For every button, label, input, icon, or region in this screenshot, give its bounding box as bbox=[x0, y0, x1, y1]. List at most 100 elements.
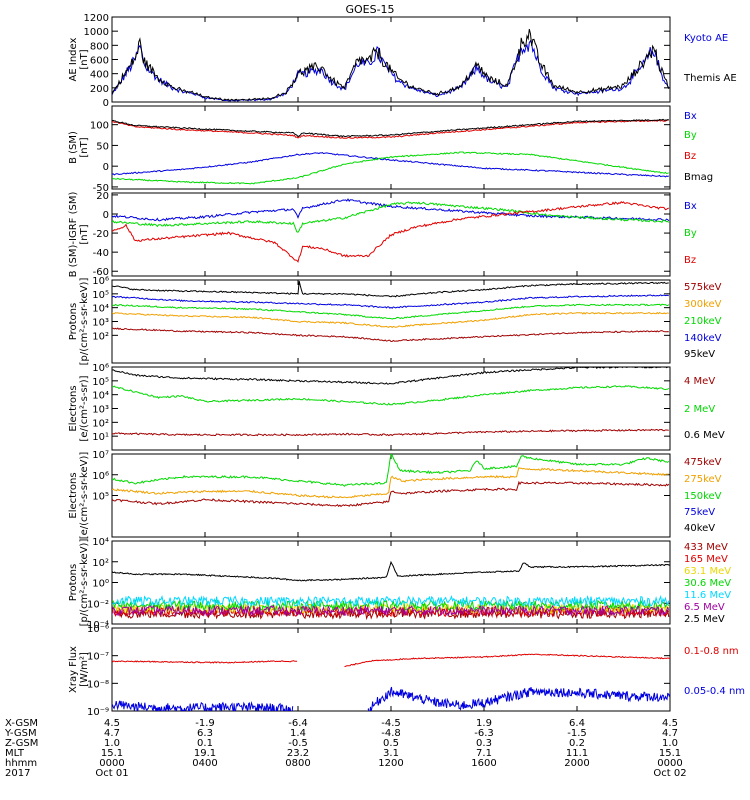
y-tick-label: 1000 bbox=[84, 27, 109, 38]
x-row-value: 15.1 bbox=[101, 748, 123, 759]
series-group bbox=[112, 560, 670, 621]
y-tick-label: 10⁵ bbox=[92, 492, 109, 503]
y-axis-label: [p/(cm²-s-sr-keV)] bbox=[79, 278, 90, 366]
chart-title: GOES-15 bbox=[345, 3, 394, 16]
panel-bsm: -50 0 50 100 B (SM) [nT] Bx By Bz Bmag bbox=[68, 105, 713, 194]
x-row-label: X-GSM bbox=[5, 718, 38, 729]
legend-entry: 4 MeV bbox=[684, 376, 715, 387]
legend-entry: 0.05-0.4 nm bbox=[684, 686, 745, 697]
series-group bbox=[112, 454, 670, 508]
series-line-themis-ae bbox=[112, 28, 670, 102]
series-line-210kev bbox=[112, 303, 670, 320]
y-tick-label: 10² bbox=[92, 331, 109, 342]
panel-electrons1: 10¹ 10² 10³ 10⁴ 10⁵ 10⁶ Electrons [e/(cm²-s-sr)… bbox=[68, 363, 725, 451]
legend-entry: Bx bbox=[684, 201, 697, 212]
series-line-475kev bbox=[112, 480, 670, 508]
y-tick-label: 1200 bbox=[84, 13, 109, 24]
y-axis-label: Protons bbox=[68, 303, 79, 340]
y-tick-label: 0 bbox=[103, 210, 109, 221]
y-axis-label: AE Index bbox=[68, 37, 79, 81]
y-axis-label: [W/m²] bbox=[79, 652, 90, 687]
legend-entry: 2.5 MeV bbox=[684, 614, 725, 625]
series-line-0-6-mev bbox=[112, 367, 669, 385]
x-row-value: 4.5 bbox=[104, 718, 120, 729]
y-axis-label: Xray Flux bbox=[68, 646, 79, 693]
series-line-0-05-0-4-nm bbox=[112, 700, 294, 711]
legend-entry: 300keV bbox=[684, 299, 722, 310]
panel-frame-xray bbox=[111, 627, 671, 712]
series-line-bmag bbox=[112, 118, 669, 138]
legend-entry: By bbox=[684, 228, 697, 239]
x-row-value: 1.0 bbox=[662, 738, 678, 749]
x-row-value: 19.1 bbox=[194, 748, 216, 759]
x-row-value: -1.9 bbox=[195, 718, 215, 729]
panel-frame-bsm bbox=[111, 105, 671, 190]
y-tick-label: 0 bbox=[103, 162, 109, 173]
x-row-value: -6.4 bbox=[288, 718, 308, 729]
x-row-label: Y-GSM bbox=[4, 728, 37, 739]
y-tick-label: 10⁵ bbox=[92, 377, 109, 388]
x-row-value: 4.7 bbox=[104, 728, 120, 739]
legend-entry: 575keV bbox=[684, 282, 722, 293]
series-group bbox=[112, 28, 670, 102]
y-axis-label: [nT] bbox=[79, 137, 90, 157]
series-line-by bbox=[112, 201, 670, 233]
y-tick-label: 10⁻⁶ bbox=[87, 624, 109, 635]
y-tick-label: 800 bbox=[90, 41, 109, 52]
legend-entry: 165 MeV bbox=[684, 554, 728, 565]
series-line-140kev bbox=[112, 294, 669, 309]
y-tick-label: 10² bbox=[92, 558, 109, 569]
legend-entry: 210keV bbox=[684, 316, 722, 327]
y-tick-label: 10⁻⁴ bbox=[87, 620, 109, 631]
y-tick-label: 10⁻⁸ bbox=[87, 679, 109, 690]
series-line-by bbox=[112, 151, 669, 185]
x-row-value: -6.3 bbox=[474, 728, 494, 739]
legend-entry: 0.1-0.8 nm bbox=[684, 646, 739, 657]
series-group bbox=[112, 198, 670, 263]
x-row-label: Z-GSM bbox=[5, 738, 38, 749]
x-row-value: 1200 bbox=[378, 758, 403, 769]
legend-entry: By bbox=[684, 130, 697, 141]
series-group bbox=[112, 280, 670, 343]
x-row-value: 0.3 bbox=[476, 738, 492, 749]
legend-entry: 30.6 MeV bbox=[684, 578, 731, 589]
y-tick-label: 200 bbox=[90, 84, 109, 95]
y-tick-label: 50 bbox=[96, 141, 109, 152]
legend-entry: Themis AE bbox=[683, 73, 737, 84]
x-axis-labels: X-GSM 4.5 -1.9 -6.4 -4.5 1.9 6.4 4.5 Y-GSM 4.7 6.3… bbox=[4, 718, 687, 779]
legend-entry: Bmag bbox=[684, 172, 713, 183]
y-tick-label: 10⁴ bbox=[92, 391, 109, 402]
series-line-11-6-mev bbox=[112, 594, 670, 608]
x-row-label: MLT bbox=[5, 748, 25, 759]
y-tick-label: 10⁷ bbox=[92, 450, 109, 461]
x-row-value: 0400 bbox=[192, 758, 217, 769]
y-tick-label: 10² bbox=[92, 418, 109, 429]
legend-entry: 275keV bbox=[684, 474, 722, 485]
y-tick-label: -50 bbox=[93, 183, 109, 194]
series-line-0-1-0-8-nm bbox=[112, 660, 298, 664]
y-tick-label: 10⁰ bbox=[92, 579, 109, 590]
x-row-value: -1.5 bbox=[567, 728, 587, 739]
y-tick-label: 100 bbox=[90, 121, 109, 132]
y-axis-label: [e/(cm²-s-sr)] bbox=[79, 375, 90, 441]
y-axis-label: [p/(cm²-s-sr-keV)] bbox=[79, 539, 90, 627]
legend-entry: 95keV bbox=[684, 349, 715, 360]
x-row-value: Oct 01 bbox=[95, 768, 128, 779]
legend-entry: Kyoto AE bbox=[684, 33, 728, 44]
legend-entry: 475keV bbox=[684, 457, 722, 468]
x-row-value: 7.1 bbox=[476, 748, 492, 759]
x-row-label: hhmm bbox=[5, 758, 37, 769]
y-tick-label: 400 bbox=[90, 70, 109, 81]
panel-frame-electrons2 bbox=[111, 453, 671, 538]
legend-entry: Bx bbox=[684, 111, 697, 122]
series-line-0-05-0-4-nm bbox=[367, 686, 670, 711]
series-line-6-5-mev bbox=[112, 604, 670, 617]
legend-entry: 150keV bbox=[684, 491, 722, 502]
series-group bbox=[112, 118, 669, 185]
series-line-2-5-mev bbox=[112, 560, 670, 582]
y-tick-label: -20 bbox=[93, 229, 109, 240]
y-tick-label: 10⁴ bbox=[92, 537, 109, 548]
series-line-95kev bbox=[112, 280, 669, 298]
y-tick-label: 10³ bbox=[92, 318, 109, 329]
